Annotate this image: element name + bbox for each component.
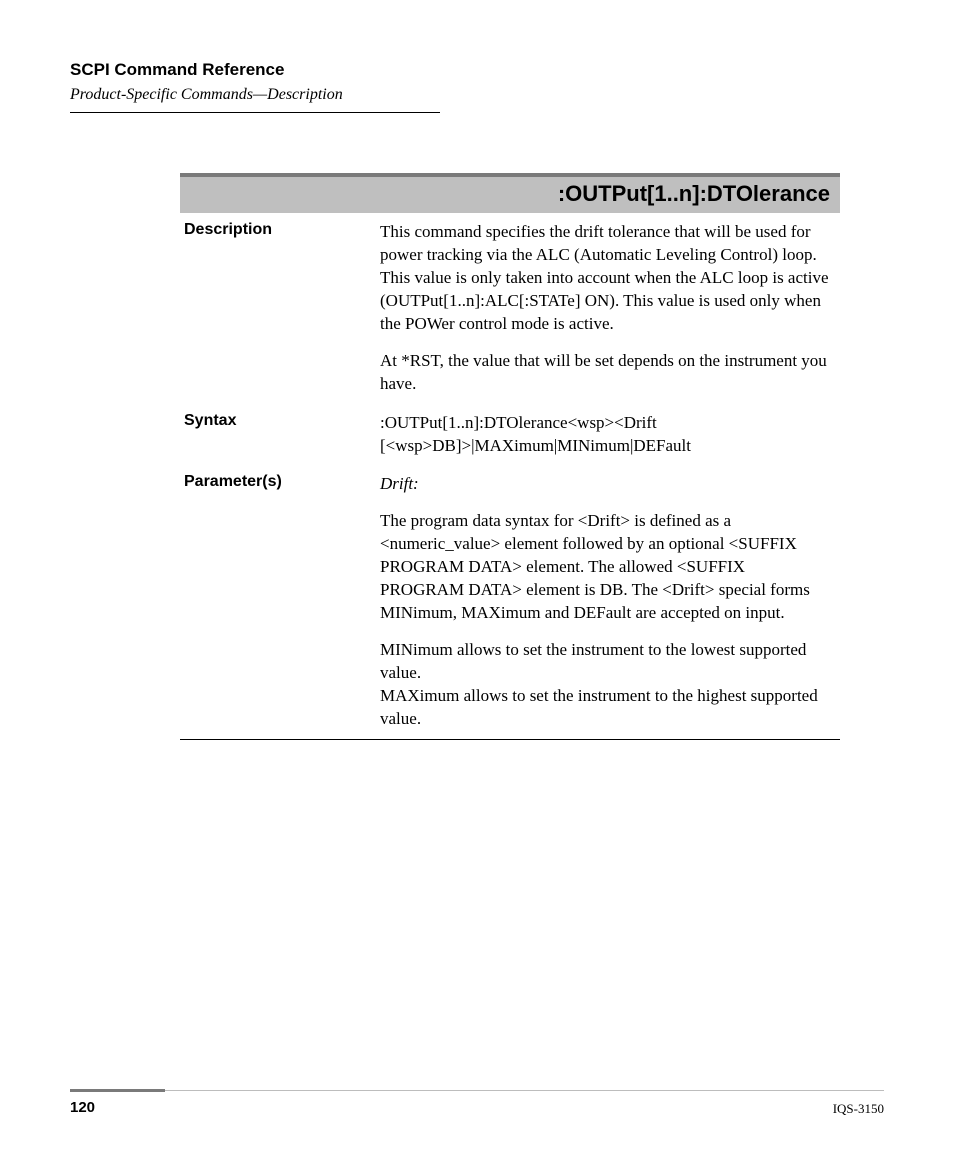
command-reference-box: :OUTPut[1..n]:DTOlerance Description Thi… [180,173,840,740]
parameters-content: Drift: The program data syntax for <Drif… [380,473,830,738]
header-subtitle: Product-Specific Commands—Description [70,86,884,104]
syntax-content: :OUTPut[1..n]:DTOlerance<wsp><Drift [<ws… [380,412,830,466]
header-title: SCPI Command Reference [70,60,884,80]
parameters-row: Parameter(s) Drift: The program data syn… [180,465,840,738]
page-number: 120 [70,1099,95,1116]
header-rule [70,112,440,113]
parameters-p2p3: MINimum allows to set the instrument to … [380,639,830,731]
footer-rule [70,1089,884,1093]
page-header: SCPI Command Reference Product-Specific … [70,60,884,113]
command-title: :OUTPut[1..n]:DTOlerance [180,177,840,213]
parameters-label: Parameter(s) [180,473,380,738]
description-p1: This command specifies the drift toleran… [380,221,830,336]
description-p2: At *RST, the value that will be set depe… [380,350,830,396]
syntax-label: Syntax [180,412,380,466]
parameters-p3: MAXimum allows to set the instrument to … [380,686,818,728]
parameters-p2: MINimum allows to set the instrument to … [380,640,806,682]
description-label: Description [180,221,380,404]
product-model: IQS-3150 [833,1101,884,1117]
page-footer: 120 IQS-3150 [70,1089,884,1117]
parameter-name: Drift: [380,473,830,496]
syntax-p1: :OUTPut[1..n]:DTOlerance<wsp><Drift [<ws… [380,412,830,458]
description-row: Description This command specifies the d… [180,213,840,404]
parameters-p1: The program data syntax for <Drift> is d… [380,510,830,625]
syntax-row: Syntax :OUTPut[1..n]:DTOlerance<wsp><Dri… [180,404,840,466]
description-content: This command specifies the drift toleran… [380,221,830,404]
